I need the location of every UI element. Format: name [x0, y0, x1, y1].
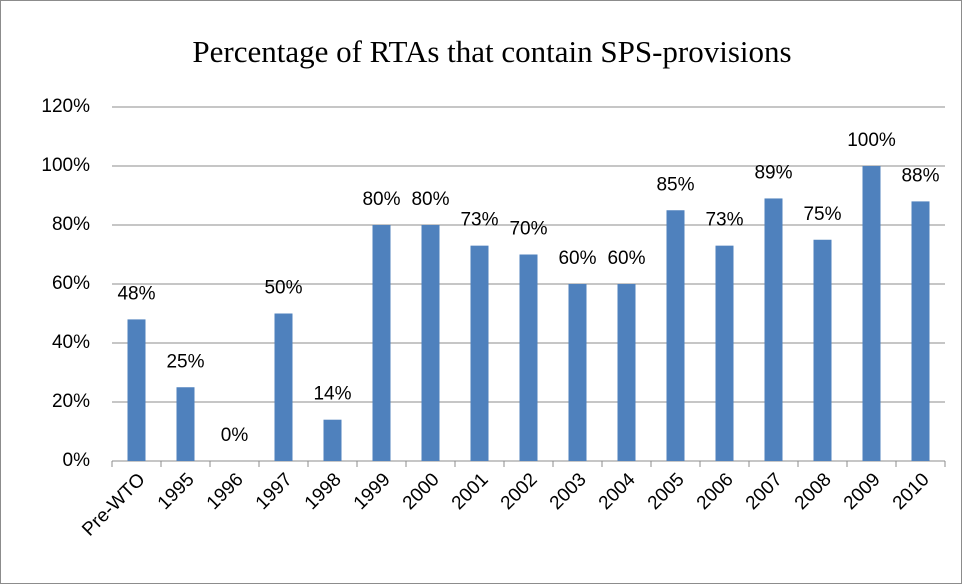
- data-label: 48%: [117, 283, 155, 304]
- bar: [568, 284, 587, 461]
- y-tick-label: 60%: [52, 273, 90, 294]
- data-label: 70%: [509, 219, 547, 240]
- data-label: 60%: [558, 248, 596, 269]
- bar: [764, 198, 783, 461]
- y-tick-label: 120%: [41, 96, 90, 117]
- bar: [323, 419, 342, 461]
- chart-title: Percentage of RTAs that contain SPS-prov…: [192, 34, 791, 69]
- data-label: 73%: [460, 210, 498, 231]
- data-label: 25%: [166, 351, 204, 372]
- bar: [911, 201, 930, 461]
- data-label: 14%: [313, 384, 351, 405]
- y-tick-label: 100%: [41, 155, 90, 176]
- data-label: 80%: [362, 189, 400, 210]
- bar: [862, 166, 881, 461]
- data-label: 88%: [901, 165, 939, 186]
- bar: [813, 239, 832, 461]
- bar: [176, 387, 195, 461]
- bar: [274, 313, 293, 461]
- data-label: 73%: [705, 210, 743, 231]
- data-label: 100%: [847, 130, 896, 151]
- data-label: 75%: [803, 204, 841, 225]
- bar: [421, 225, 440, 461]
- y-tick-label: 80%: [52, 214, 90, 235]
- y-tick-label: 0%: [63, 450, 91, 471]
- y-tick-label: 40%: [52, 332, 90, 353]
- bar: [127, 319, 146, 461]
- data-label: 85%: [656, 174, 694, 195]
- bar: [666, 210, 685, 461]
- data-label: 60%: [607, 248, 645, 269]
- bar: [519, 254, 538, 461]
- y-tick-label: 20%: [52, 391, 90, 412]
- data-label: 89%: [754, 162, 792, 183]
- data-label: 0%: [221, 425, 249, 446]
- bar: [617, 284, 636, 461]
- data-label: 80%: [411, 189, 449, 210]
- bar: [372, 225, 391, 461]
- bar: [715, 245, 734, 461]
- bar: [470, 245, 489, 461]
- data-label: 50%: [264, 278, 302, 299]
